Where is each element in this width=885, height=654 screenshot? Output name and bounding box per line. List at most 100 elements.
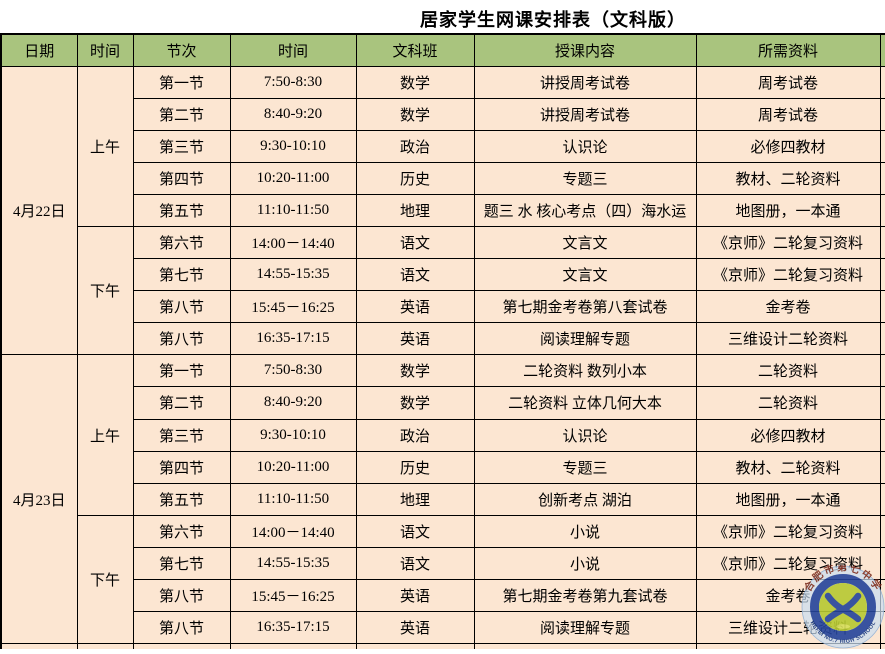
badge-banner	[836, 624, 850, 629]
table-row-clipped	[0, 643, 885, 649]
subject-cell: 语文	[355, 225, 475, 260]
subject-cell: 数学	[355, 65, 475, 99]
col-header-materials: 所需资料	[695, 33, 881, 67]
ampm-cell: 下午	[76, 225, 134, 356]
subject-cell: 数学	[355, 386, 475, 420]
page-title: 居家学生网课安排表（文科版）	[420, 10, 686, 30]
content-cell: 第七期金考卷第八套试卷	[473, 290, 697, 324]
materials-cell: 三维设计二轮资料	[695, 322, 881, 356]
table-row: 下午 第六节 14:00－14:40 语文 小说 《京师》二轮复习资料	[1, 514, 885, 645]
period-cell: 第一节	[132, 65, 231, 99]
time-cell: 16:35-17:15	[229, 611, 357, 645]
materials-cell: 必修四教材	[695, 418, 881, 452]
col-header-content: 授课内容	[473, 33, 697, 67]
overflow-cell	[879, 97, 885, 131]
materials-cell: 金考卷	[695, 290, 881, 324]
time-cell: 14:00－14:40	[229, 514, 357, 548]
time-cell: 8:40-9:20	[229, 97, 357, 131]
subject-cell: 英语	[355, 322, 475, 356]
materials-cell: 《京师》二轮复习资料	[695, 258, 881, 292]
content-cell: 小说	[473, 546, 697, 581]
table-row: 第四节 10:20-11:00 历史 专题三 教材、二轮资料	[1, 161, 885, 195]
materials-cell: 教材、二轮资料	[695, 450, 881, 484]
time-cell: 10:20-11:00	[229, 161, 357, 195]
time-cell: 8:40-9:20	[229, 386, 357, 420]
content-cell: 讲授周考试卷	[473, 65, 697, 99]
content-cell: 讲授周考试卷	[473, 97, 697, 131]
table-row: 第五节 11:10-11:50 地理 创新考点 湖泊 地图册，一本通	[1, 482, 885, 516]
col-header-overflow	[879, 33, 885, 67]
period-cell: 第七节	[132, 546, 231, 581]
content-cell: 认识论	[473, 129, 697, 163]
school-logo-watermark: 合肥市第七中学 HEFEI NO.7 HIGH SCHOOL	[800, 561, 885, 649]
subject-cell	[355, 643, 475, 649]
time-cell: 11:10-11:50	[229, 482, 357, 516]
period-cell: 第六节	[132, 514, 231, 548]
col-header-class: 文科班	[355, 33, 475, 67]
schedule-table: 日期 时间 节次 时间 文科班 授课内容 所需资料 4月22日 上午 第一节 7…	[0, 33, 885, 649]
overflow-cell	[879, 225, 885, 260]
table-row: 第二节 8:40-9:20 数学 讲授周考试卷 周考试卷	[1, 97, 885, 131]
col-header-period: 节次	[132, 33, 231, 67]
period-cell: 第八节	[132, 578, 231, 613]
period-cell: 第三节	[132, 418, 231, 452]
col-header-ampm: 时间	[76, 33, 134, 67]
period-cell: 第七节	[132, 258, 231, 292]
content-cell: 创新考点 湖泊	[473, 482, 697, 516]
subject-cell: 历史	[355, 161, 475, 195]
time-cell: 14:00－14:40	[229, 225, 357, 260]
materials-cell: 《京师》二轮复习资料	[695, 514, 881, 548]
subject-cell: 英语	[355, 290, 475, 324]
period-cell	[132, 643, 231, 649]
table-row: 第八节 16:35-17:15 英语 阅读理解专题 三维设计二轮资料	[1, 322, 885, 356]
subject-cell: 英语	[355, 578, 475, 613]
content-cell: 专题三	[473, 450, 697, 484]
content-cell	[473, 643, 697, 649]
overflow-cell	[879, 161, 885, 195]
time-cell: 10:20-11:00	[229, 450, 357, 484]
overflow-cell	[879, 386, 885, 420]
table-row: 第八节 15:45－16:25 英语 第七期金考卷第八套试卷 金考卷	[1, 290, 885, 324]
subject-cell: 语文	[355, 514, 475, 548]
title-bar: 居家学生网课安排表（文科版）	[0, 0, 885, 33]
content-cell: 第七期金考卷第九套试卷	[473, 578, 697, 613]
content-cell: 专题三	[473, 161, 697, 195]
content-cell: 小说	[473, 514, 697, 548]
materials-cell: 必修四教材	[695, 129, 881, 163]
subject-cell: 政治	[355, 129, 475, 163]
content-cell: 阅读理解专题	[473, 611, 697, 645]
table-row: 第二节 8:40-9:20 数学 二轮资料 立体几何大本 二轮资料	[1, 386, 885, 420]
overflow-cell	[879, 450, 885, 484]
time-cell: 7:50-8:30	[229, 354, 357, 388]
content-cell: 二轮资料 立体几何大本	[473, 386, 697, 420]
materials-cell: 二轮资料	[695, 354, 881, 388]
table-row: 第七节 14:55-15:35 语文 小说 《京师》二轮复习资料	[1, 546, 885, 581]
overflow-cell	[879, 322, 885, 356]
content-cell: 认识论	[473, 418, 697, 452]
materials-cell: 教材、二轮资料	[695, 161, 881, 195]
materials-cell: 二轮资料	[695, 386, 881, 420]
period-cell: 第二节	[132, 386, 231, 420]
period-cell: 第六节	[132, 225, 231, 260]
date-cell: 4月22日	[0, 65, 78, 356]
col-header-date: 日期	[0, 33, 78, 67]
subject-cell: 数学	[355, 97, 475, 131]
ampm-cell: 上午	[76, 65, 134, 227]
period-cell: 第二节	[132, 97, 231, 131]
time-cell: 16:35-17:15	[229, 322, 357, 356]
bird-glyph	[824, 592, 862, 623]
overflow-cell	[879, 129, 885, 163]
table-row: 第八节 16:35-17:15 英语 阅读理解专题 三维设计二轮资料	[1, 611, 885, 645]
time-cell: 9:30-10:10	[229, 129, 357, 163]
date-cell	[0, 643, 78, 649]
table-row: 下午 第六节 14:00－14:40 语文 文言文 《京师》二轮复习资料	[1, 225, 885, 356]
content-cell: 阅读理解专题	[473, 322, 697, 356]
ampm-cell: 下午	[76, 514, 134, 645]
time-cell	[229, 643, 357, 649]
materials-cell: 地图册，一本通	[695, 482, 881, 516]
table-row: 第五节 11:10-11:50 地理 题三 水 核心考点（四）海水运 地图册，一…	[1, 193, 885, 227]
period-cell: 第三节	[132, 129, 231, 163]
period-cell: 第四节	[132, 450, 231, 484]
subject-cell: 地理	[355, 482, 475, 516]
subject-cell: 语文	[355, 258, 475, 292]
